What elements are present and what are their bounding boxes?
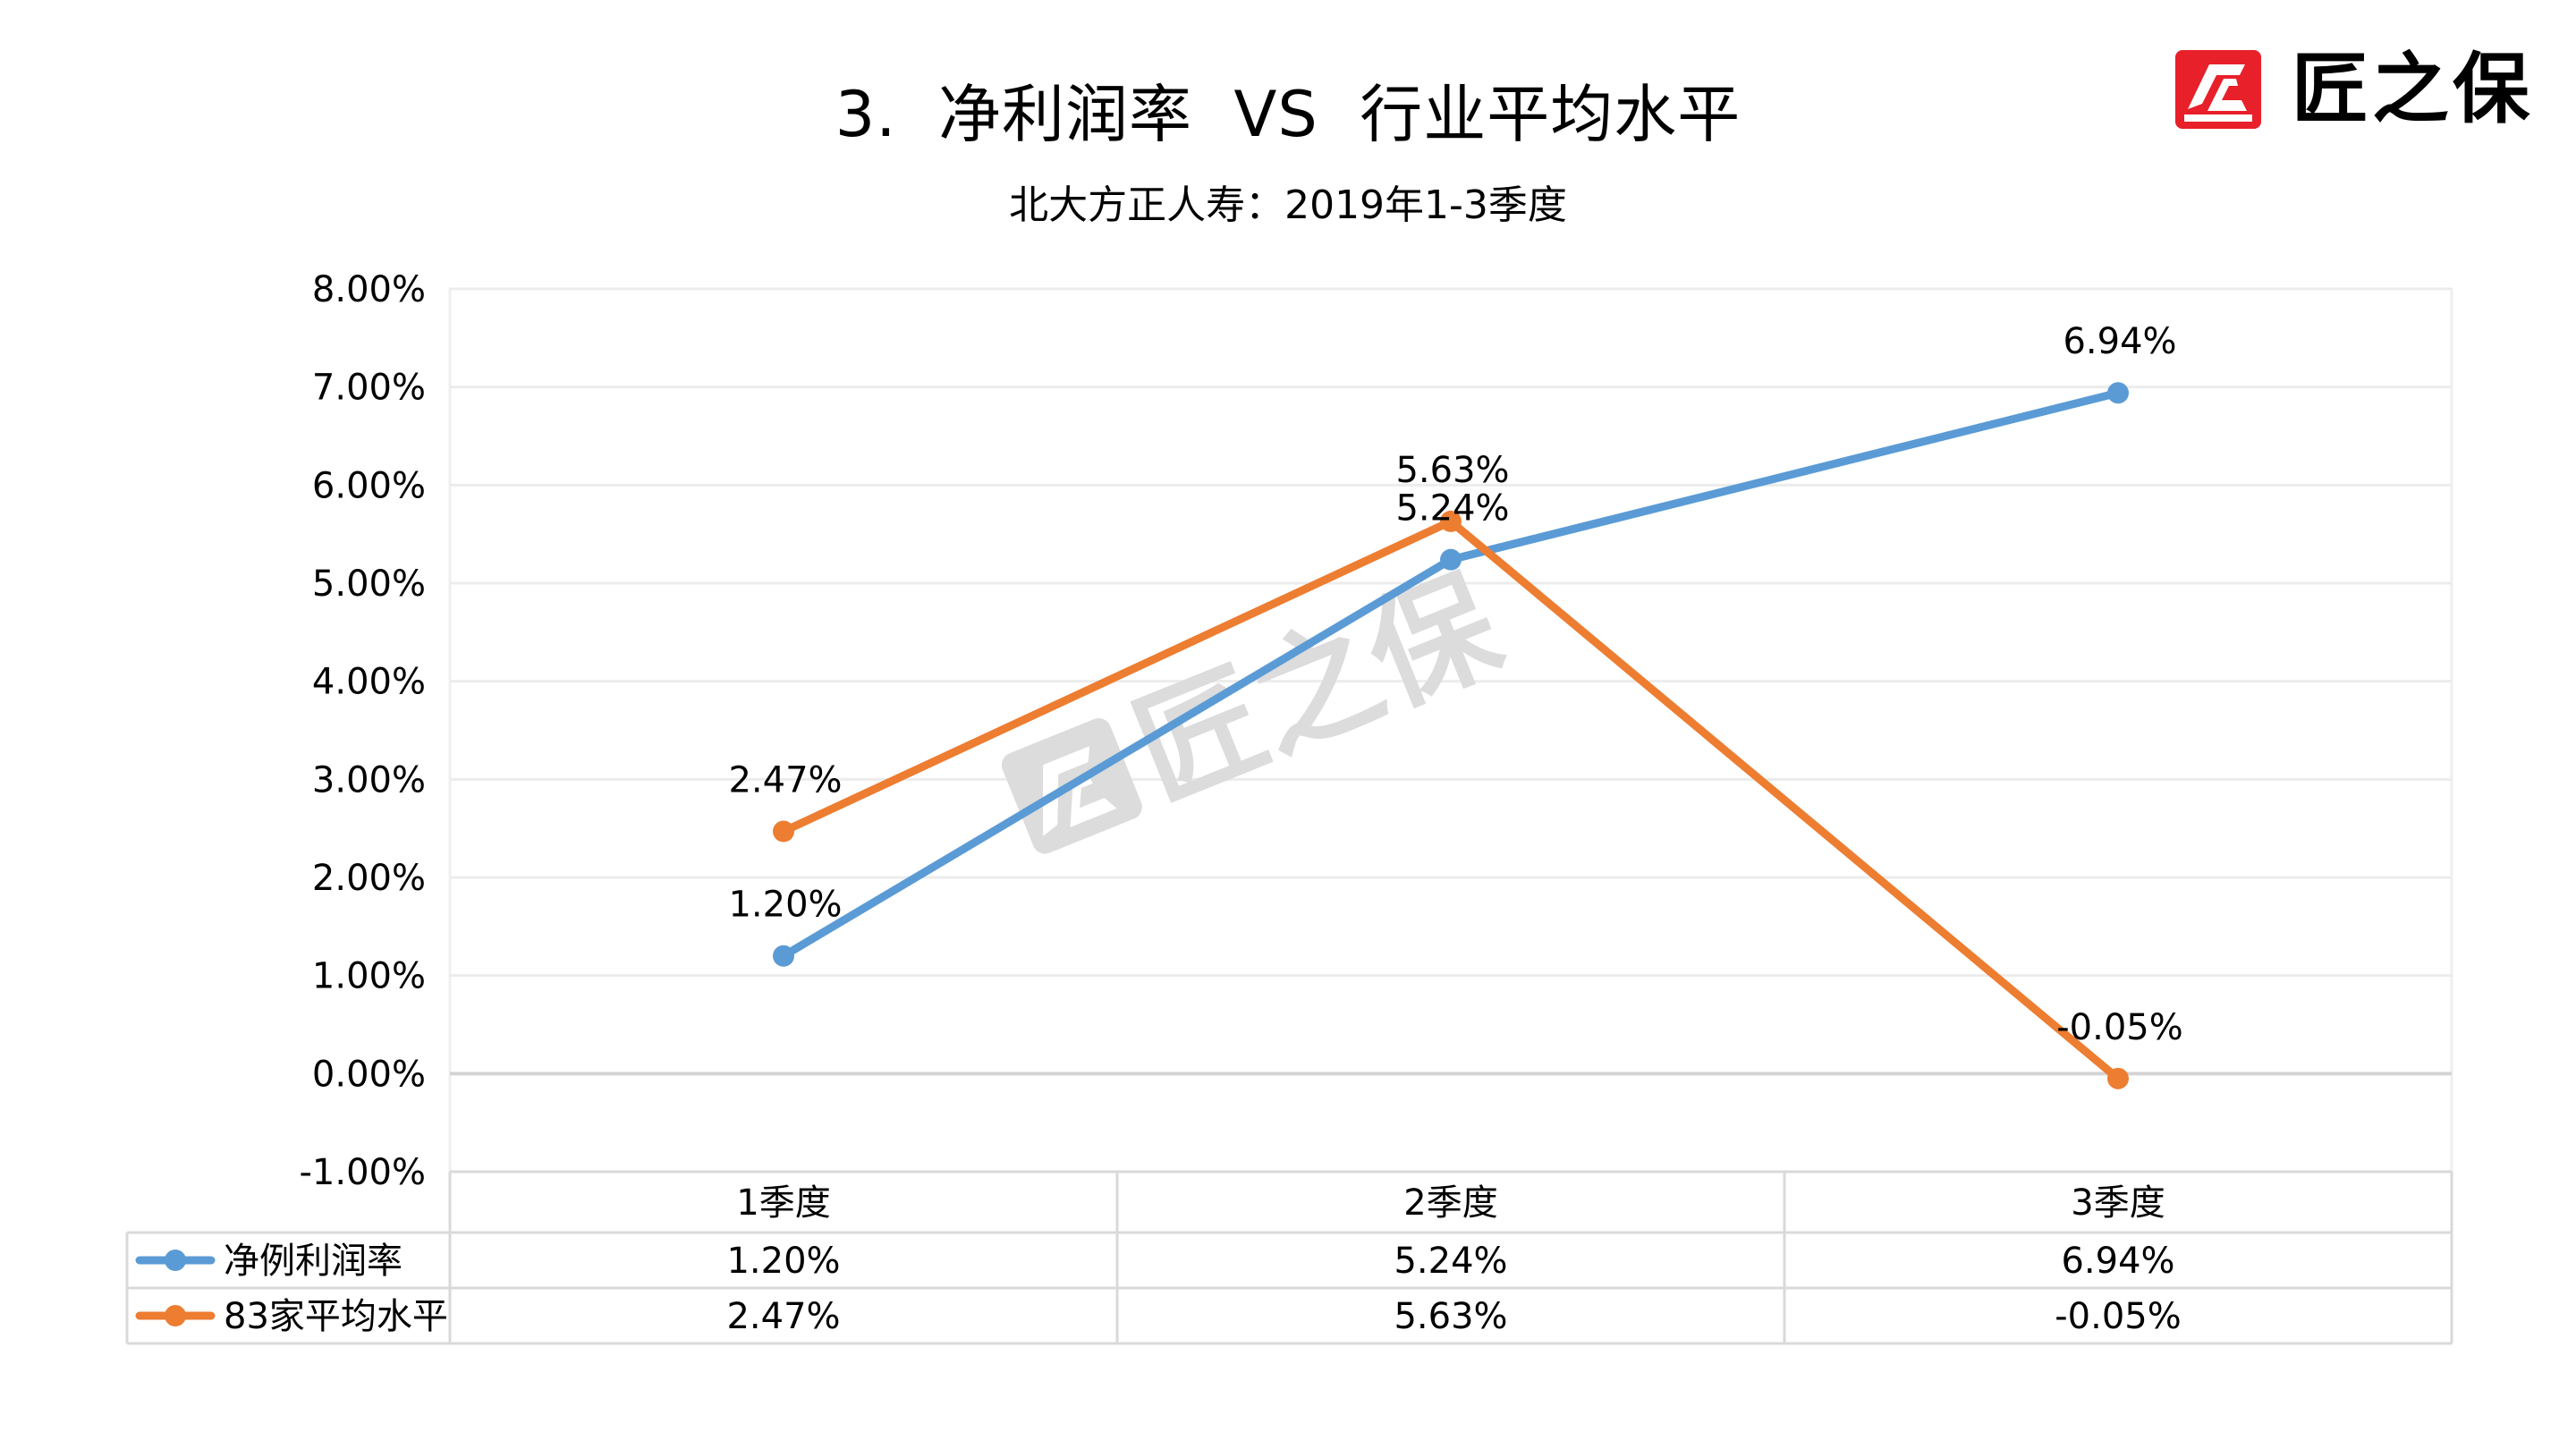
data-point-marker[interactable] — [1440, 548, 1462, 571]
table-cell: 1.20% — [726, 1241, 840, 1282]
chart-subtitle: 北大方正人寿：2019年1-3季度 — [1009, 182, 1567, 228]
jiangzhibao-logo-icon — [2175, 50, 2261, 129]
y-tick-label: 6.00% — [312, 465, 426, 506]
data-point-marker[interactable] — [773, 945, 794, 967]
brand-logo: 匠之保 — [2175, 48, 2533, 131]
legend-label: 83家平均水平 — [224, 1296, 448, 1337]
svg-text:匠之保: 匠之保 — [1116, 551, 1521, 827]
data-point-marker[interactable] — [1440, 510, 1462, 532]
legend-marker-icon — [165, 1250, 186, 1271]
logo-text: 匠之保 — [2292, 45, 2533, 134]
table-cell: 5.63% — [1394, 1296, 1507, 1337]
y-tick-label: 3.00% — [312, 759, 426, 801]
y-tick-label: -1.00% — [299, 1152, 426, 1193]
data-label: 5.63% — [1395, 450, 1509, 491]
data-label: 6.94% — [2063, 321, 2176, 362]
legend-marker-icon — [165, 1305, 186, 1326]
data-label: 1.20% — [728, 885, 842, 926]
y-tick-label: 4.00% — [312, 662, 426, 703]
y-tick-label: 8.00% — [312, 269, 426, 310]
table-cell: 6.94% — [2061, 1241, 2174, 1282]
data-point-marker[interactable] — [2107, 382, 2129, 404]
table-cell: 5.24% — [1394, 1241, 1507, 1282]
y-tick-label: 5.00% — [312, 564, 426, 605]
chart-title: 3. 净利润率 VS 行业平均水平 — [835, 78, 1741, 151]
data-point-marker[interactable] — [773, 820, 794, 843]
data-label: 2.47% — [728, 759, 842, 801]
watermark-logo: 匠之保 — [1001, 551, 1521, 854]
category-label: 1季度 — [736, 1182, 830, 1224]
y-tick-label: 7.00% — [312, 368, 426, 409]
category-label: 3季度 — [2071, 1182, 2165, 1224]
data-label: -0.05% — [2056, 1007, 2183, 1048]
data-point-marker[interactable] — [2107, 1067, 2129, 1089]
table-cell: -0.05% — [2055, 1296, 2182, 1337]
y-tick-label: 0.00% — [312, 1054, 426, 1095]
category-label: 2季度 — [1403, 1182, 1497, 1224]
table-cell: 2.47% — [726, 1296, 840, 1337]
y-tick-label: 1.00% — [312, 956, 426, 997]
y-tick-label: 2.00% — [312, 858, 426, 899]
data-label: 5.24% — [1395, 488, 1509, 530]
legend-label: 净例利润率 — [224, 1241, 402, 1282]
